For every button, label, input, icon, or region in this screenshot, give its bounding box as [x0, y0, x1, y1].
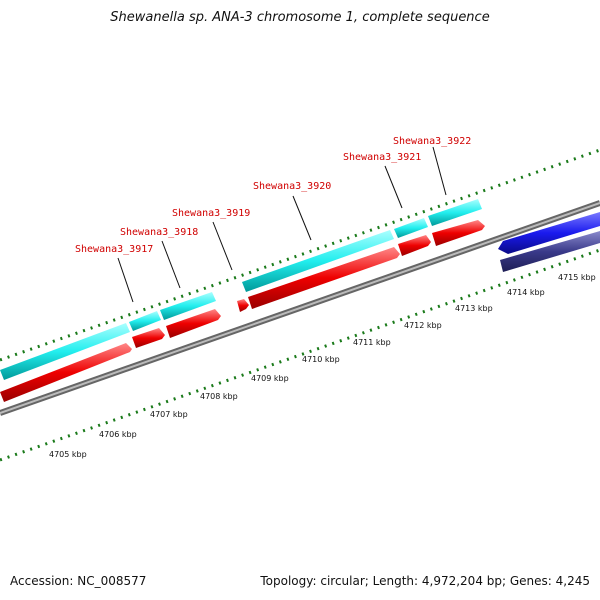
- gene-arrow-shewana3-3922[interactable]: [432, 220, 485, 246]
- gene-labels: Shewana3_3917 Shewana3_3918 Shewana3_391…: [75, 136, 471, 255]
- kbp-label: 4705 kbp: [49, 450, 87, 459]
- gene-label: Shewana3_3917: [75, 244, 153, 255]
- cds-segment[interactable]: [160, 292, 216, 320]
- cds-segment[interactable]: [242, 230, 394, 292]
- gene-arrow-shewana3-3921[interactable]: [398, 235, 431, 256]
- gene-label: Shewana3_3922: [393, 136, 471, 147]
- kbp-label: 4711 kbp: [353, 338, 391, 347]
- gene-bar-navy[interactable]: [500, 231, 600, 272]
- gene-arrow-shewana3-3919-b[interactable]: [237, 299, 249, 312]
- kbp-label: 4707 kbp: [150, 410, 188, 419]
- gene-arrow-shewana3-3918[interactable]: [132, 328, 165, 348]
- gene-track: [0, 220, 485, 402]
- gene-label: Shewana3_3919: [172, 208, 250, 219]
- gene-arrow-shewana3-3920[interactable]: [248, 247, 400, 309]
- gene-label: Shewana3_3920: [253, 181, 331, 192]
- kbp-label: 4715 kbp: [558, 273, 596, 282]
- cds-segment[interactable]: [129, 311, 161, 331]
- kbp-label: 4712 kbp: [404, 321, 442, 330]
- accession-text: Accession: NC_008577: [10, 574, 147, 588]
- cds-track: [0, 199, 482, 380]
- backbone: [0, 200, 600, 416]
- kbp-label: 4708 kbp: [200, 392, 238, 401]
- upper-tick-track: [0, 148, 600, 362]
- kbp-label: 4706 kbp: [99, 430, 137, 439]
- kbp-label: 4709 kbp: [251, 374, 289, 383]
- gene-label: Shewana3_3918: [120, 227, 198, 238]
- gene-label: Shewana3_3921: [343, 152, 421, 163]
- lower-tick-track: [0, 248, 600, 462]
- summary-text: Topology: circular; Length: 4,972,204 bp…: [260, 574, 590, 588]
- kbp-label: 4713 kbp: [455, 304, 493, 313]
- map-title: Shewanella sp. ANA-3 chromosome 1, compl…: [110, 10, 490, 25]
- gene-arrow-shewana3-3917[interactable]: [0, 343, 132, 402]
- gene-arrow-shewana3-3919-a[interactable]: [166, 309, 221, 338]
- kbp-label: 4714 kbp: [507, 288, 545, 297]
- label-pointers: [117, 146, 447, 303]
- cds-segment[interactable]: [0, 323, 130, 380]
- kbp-label: 4710 kbp: [302, 355, 340, 364]
- cds-segment[interactable]: [394, 218, 428, 238]
- scale-labels: 4705 kbp 4706 kbp 4707 kbp 4708 kbp 4709…: [49, 273, 596, 459]
- gene-arrow-blue[interactable]: [498, 212, 600, 254]
- cds-segment[interactable]: [428, 199, 482, 226]
- other-genes: [498, 212, 600, 272]
